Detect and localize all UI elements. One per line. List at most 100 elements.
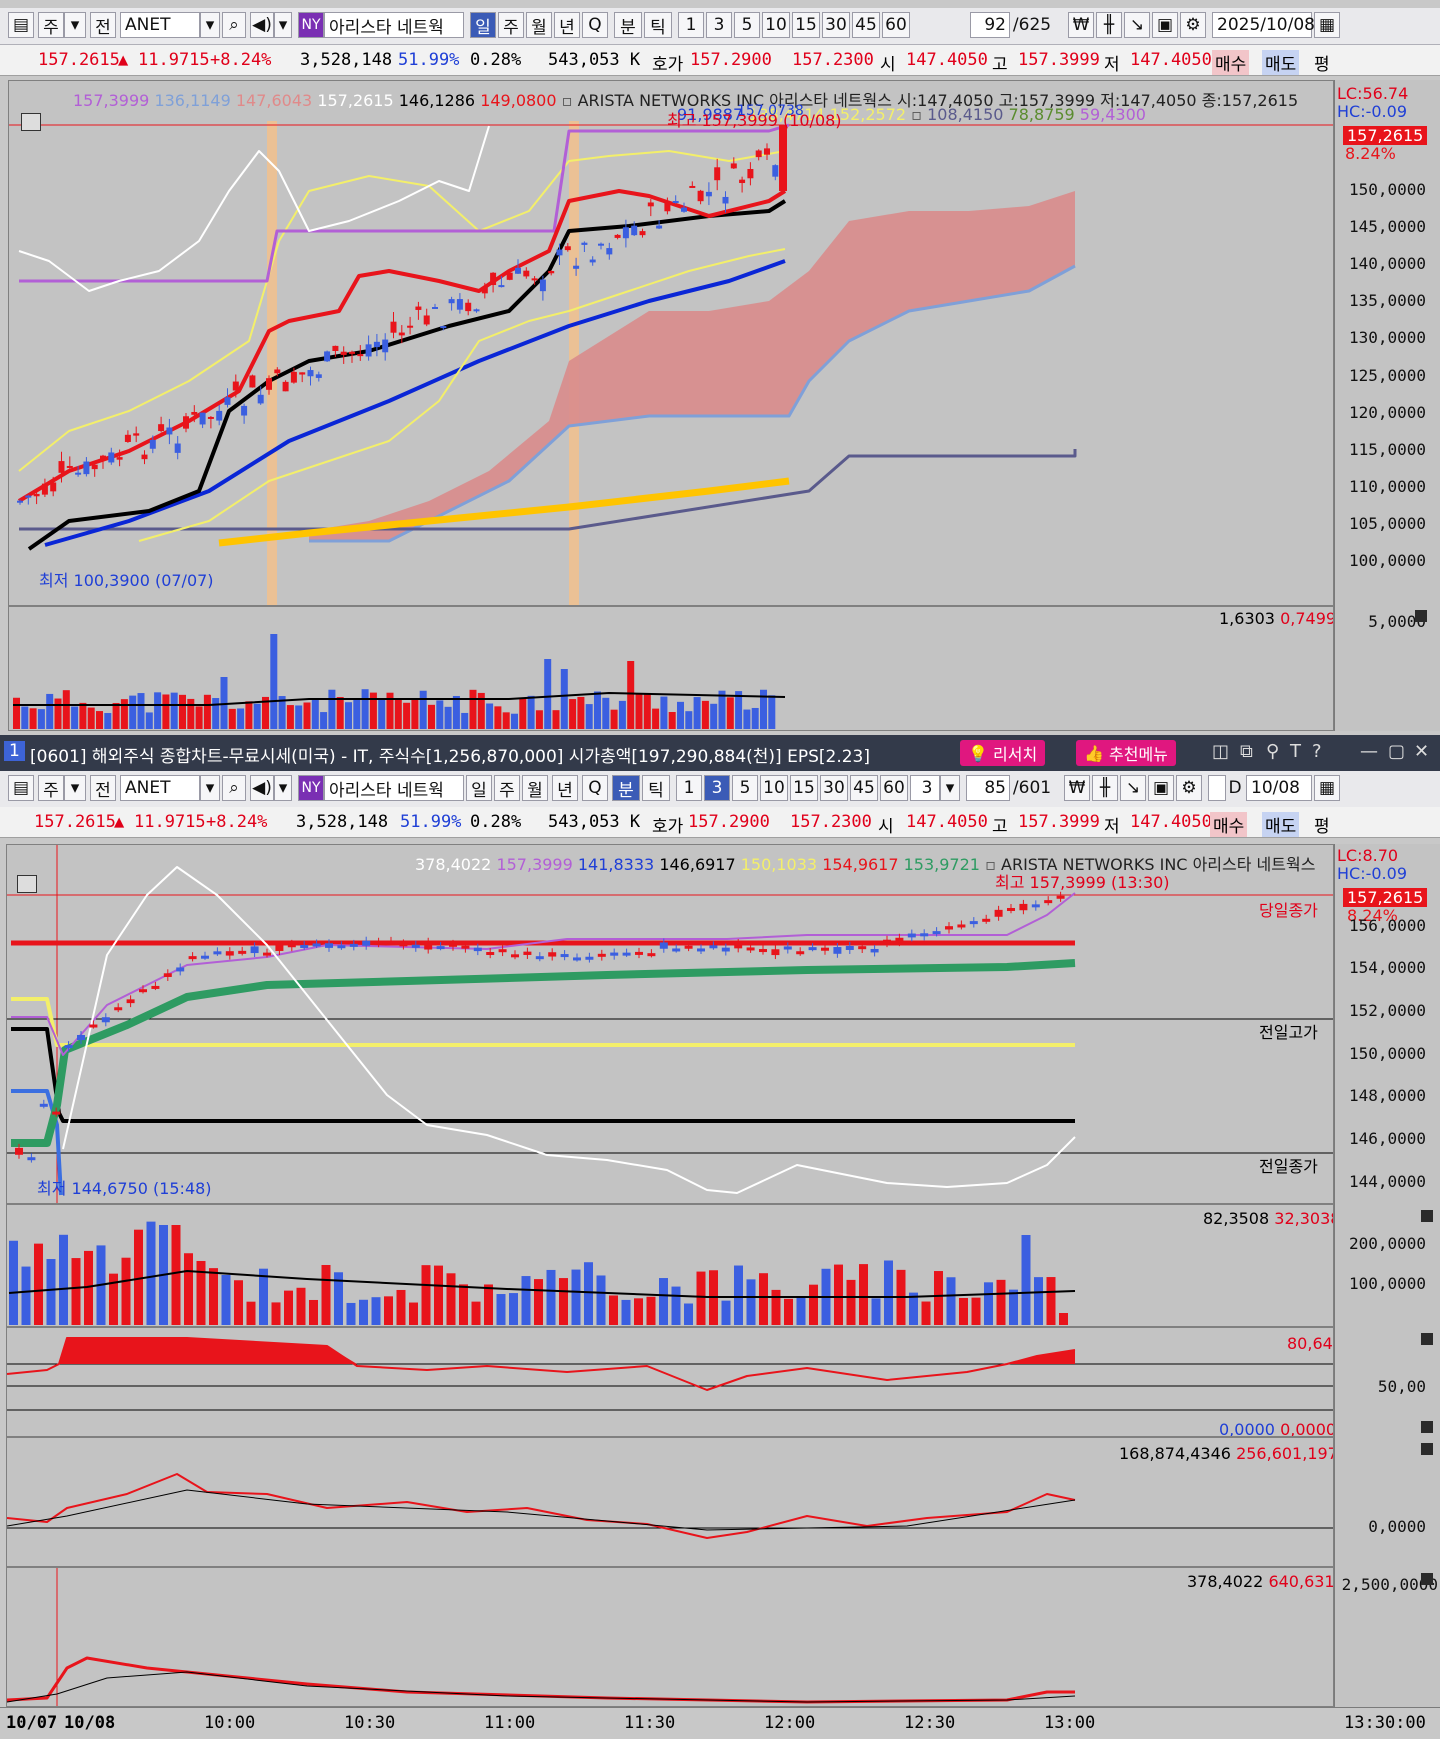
custom-interval-dropdown-icon[interactable]: ▾	[940, 775, 960, 801]
bottom-price-pane[interactable]: 378,4022 157,3999 141,8333 146,6917 150,…	[6, 844, 1334, 1204]
symbol-dropdown-icon[interactable]: ▾	[200, 775, 220, 801]
obv-axis[interactable]: 0,0000	[1334, 1437, 1440, 1567]
pin-icon[interactable]: ⚲	[1266, 741, 1280, 762]
speaker-icon[interactable]: ◀)	[250, 775, 274, 801]
last-axis[interactable]: 2,500,0000	[1334, 1567, 1440, 1707]
candle-icon[interactable]: ╫	[1096, 12, 1122, 38]
market-tab-all[interactable]: 전	[90, 775, 116, 801]
top-price-axis[interactable]: LC:56.74 HC:-0.09 157,2615 8.24% 150,000…	[1334, 80, 1440, 606]
sell-button[interactable]: 매도	[1262, 50, 1300, 75]
top-price-pane[interactable]: 157,3999 136,1149 147,6043 157,2615 146,…	[8, 80, 1334, 606]
period-tab-month[interactable]: 월	[522, 775, 548, 801]
buy-button[interactable]: 매수	[1212, 50, 1250, 75]
pane-collapse-icon[interactable]	[1421, 1333, 1433, 1345]
custom-interval-input[interactable]: 3	[910, 775, 940, 801]
period-tab-day[interactable]: 일	[470, 12, 496, 38]
chart-grid-icon[interactable]	[21, 113, 41, 131]
currency-icon[interactable]: ₩	[1064, 775, 1090, 801]
interval-10[interactable]: 10	[760, 775, 788, 801]
interval-10[interactable]: 10	[762, 12, 790, 38]
text-icon[interactable]: T	[1290, 741, 1301, 762]
candle-icon[interactable]: ╫	[1092, 775, 1118, 801]
top-volume-axis[interactable]: 5,0000	[1334, 606, 1440, 731]
period-tab-quarter[interactable]: Q	[582, 12, 608, 38]
bar-count-input[interactable]: 92	[970, 12, 1010, 38]
period-tab-week[interactable]: 주	[498, 12, 524, 38]
window-menu-icon[interactable]: ▤	[8, 775, 34, 801]
bottom-volume-pane[interactable]: 82,3508 32,3038	[6, 1204, 1334, 1327]
interval-5[interactable]: 5	[732, 775, 758, 801]
rsi-axis[interactable]: 50,00	[1334, 1327, 1440, 1437]
line-tool-icon[interactable]: ↘	[1124, 12, 1150, 38]
pane-collapse-icon[interactable]	[1421, 1421, 1433, 1433]
sell-button[interactable]: 매도	[1262, 812, 1300, 837]
interval-45[interactable]: 45	[850, 775, 878, 801]
bottom-price-axis[interactable]: LC:8.70 HC:-0.09 157,2615 8.24% 156,0000…	[1334, 844, 1440, 1204]
bar-count-input[interactable]: 85	[966, 775, 1010, 801]
pane-collapse-icon[interactable]	[1415, 610, 1427, 622]
interval-30[interactable]: 30	[822, 12, 850, 38]
d-checkbox[interactable]	[1208, 775, 1226, 801]
research-button[interactable]: 💡 리서치	[960, 740, 1046, 766]
interval-5[interactable]: 5	[734, 12, 760, 38]
market-dropdown-icon[interactable]: ▾	[64, 12, 86, 38]
period-tab-week[interactable]: 주	[494, 775, 520, 801]
close-icon[interactable]: ✕	[1414, 741, 1430, 762]
interval-1[interactable]: 1	[676, 775, 702, 801]
pane-collapse-icon[interactable]	[1421, 1443, 1433, 1455]
window-menu-icon[interactable]: ▤	[8, 12, 34, 38]
period-tab-minute[interactable]: 분	[612, 775, 640, 801]
calendar-icon[interactable]: ▦	[1314, 12, 1340, 38]
interval-3[interactable]: 3	[706, 12, 732, 38]
rsi-pane[interactable]: 80,64 0,0000 0,0000	[6, 1327, 1334, 1437]
interval-30[interactable]: 30	[820, 775, 848, 801]
chart-grid-icon[interactable]	[17, 875, 37, 893]
interval-3[interactable]: 3	[704, 775, 730, 801]
speaker-icon[interactable]: ◀)	[250, 12, 274, 38]
copy-icon[interactable]: ⧉	[1240, 741, 1253, 762]
date-input[interactable]: 2025/10/08	[1212, 12, 1315, 38]
date-input[interactable]: 10/08	[1246, 775, 1312, 801]
line-tool-icon[interactable]: ↘	[1120, 775, 1146, 801]
buy-button[interactable]: 매수	[1210, 812, 1248, 837]
speaker-dropdown-icon[interactable]: ▾	[274, 12, 292, 38]
period-tab-minute[interactable]: 분	[614, 12, 642, 38]
market-tab-stock[interactable]: 주	[38, 12, 64, 38]
bottom-volume-axis[interactable]: 200,0000 100,0000	[1334, 1204, 1440, 1327]
symbol-dropdown-icon[interactable]: ▾	[200, 12, 220, 38]
period-tab-month[interactable]: 월	[526, 12, 552, 38]
interval-15[interactable]: 15	[792, 12, 820, 38]
gear-icon[interactable]: ⚙	[1180, 12, 1206, 38]
symbol-input[interactable]: ANET	[120, 12, 200, 38]
calendar-icon[interactable]: ▦	[1314, 775, 1340, 801]
interval-1[interactable]: 1	[678, 12, 704, 38]
top-volume-pane[interactable]: 1,6303 0,7499	[8, 606, 1334, 731]
gear-icon[interactable]: ⚙	[1176, 775, 1202, 801]
market-tab-all[interactable]: 전	[90, 12, 116, 38]
period-tab-day[interactable]: 일	[466, 775, 492, 801]
market-tab-stock[interactable]: 주	[38, 775, 64, 801]
eval-button[interactable]: 평	[1314, 817, 1330, 837]
currency-icon[interactable]: ₩	[1068, 12, 1094, 38]
interval-15[interactable]: 15	[790, 775, 818, 801]
symbol-input[interactable]: ANET	[120, 775, 200, 801]
minimize-icon[interactable]: —	[1360, 741, 1378, 762]
pane-collapse-icon[interactable]	[1421, 1573, 1433, 1585]
last-indicator-pane[interactable]: 378,4022 640,6314	[6, 1567, 1334, 1707]
speaker-dropdown-icon[interactable]: ▾	[274, 775, 292, 801]
interval-45[interactable]: 45	[852, 12, 880, 38]
period-tab-tick[interactable]: 틱	[644, 12, 672, 38]
interval-60[interactable]: 60	[880, 775, 908, 801]
save-icon[interactable]: ▣	[1152, 12, 1178, 38]
help-icon[interactable]: ?	[1312, 741, 1322, 762]
maximize-icon[interactable]: ▢	[1388, 741, 1406, 762]
eval-button[interactable]: 평	[1314, 55, 1330, 75]
link-icon[interactable]: ◫	[1212, 741, 1230, 762]
obv-pane[interactable]: 168,874,4346 256,601,1976	[6, 1437, 1334, 1567]
recommend-menu-button[interactable]: 👍 추천메뉴	[1076, 740, 1176, 766]
market-dropdown-icon[interactable]: ▾	[64, 775, 86, 801]
search-icon[interactable]: ⌕	[222, 12, 246, 38]
interval-60[interactable]: 60	[882, 12, 910, 38]
period-tab-quarter[interactable]: Q	[582, 775, 608, 801]
period-tab-year[interactable]: 년	[554, 12, 580, 38]
